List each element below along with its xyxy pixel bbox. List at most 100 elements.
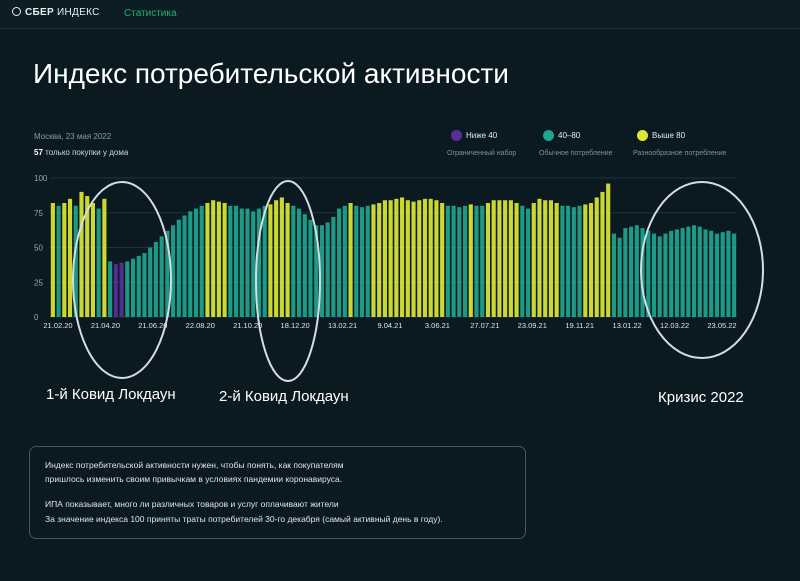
chart-bar — [554, 203, 559, 317]
chart-bar — [159, 236, 164, 317]
crisis-highlight — [640, 181, 764, 359]
chart-bar — [148, 247, 153, 317]
info-line-3: ИПА показывает, много ли различных товар… — [45, 499, 339, 509]
chart-bar — [222, 203, 227, 317]
chart-bar — [285, 203, 290, 317]
chart-bar — [445, 205, 450, 317]
x-tick-label: 23.05.22 — [707, 321, 736, 330]
chart-bar — [56, 205, 61, 317]
chart-bar — [674, 229, 679, 317]
legend-sub-high: Разнообразное потребление — [633, 150, 727, 157]
y-tick-label: 50 — [34, 244, 43, 253]
legend-sub-mid: Обычное потребление — [539, 150, 613, 157]
chart-bar — [90, 203, 95, 317]
chart-bar — [417, 200, 422, 317]
chart-bar — [302, 214, 307, 317]
chart-bar — [199, 205, 204, 317]
chart-bar — [566, 205, 571, 317]
chart-bar — [193, 208, 199, 317]
chart-bar — [119, 262, 124, 317]
chart-bar — [216, 201, 221, 317]
chart-bar — [394, 198, 399, 317]
x-tick-label: 21.10.20 — [233, 321, 262, 330]
chart-bar — [720, 232, 725, 317]
chart-bar — [508, 200, 513, 317]
chart-bar — [703, 229, 708, 317]
chart-bar — [571, 207, 576, 317]
chart-bar — [520, 205, 525, 317]
chart-bar — [102, 198, 107, 317]
current-index-description: только покупки у дома — [45, 148, 129, 157]
current-date: Москва, 23 мая 2022 — [34, 132, 112, 141]
chart-bar — [485, 203, 491, 317]
lockdown1-highlight — [72, 181, 172, 379]
y-tick-label: 100 — [34, 174, 48, 183]
y-tick-label: 25 — [34, 278, 43, 287]
chart-bar — [405, 200, 410, 317]
chart-bar — [359, 207, 365, 317]
sber-logo-icon — [12, 7, 21, 16]
chart-bar — [594, 197, 599, 317]
chart-bar — [262, 205, 267, 317]
chart-bar — [108, 261, 113, 317]
info-line-2: пришлось изменить своим привычкам в усло… — [45, 474, 343, 484]
chart-bar — [543, 200, 548, 317]
chart-bar — [503, 200, 508, 317]
chart-bar — [348, 203, 353, 317]
chart-bar — [371, 204, 376, 317]
nav-statistics-link[interactable]: Статистика — [124, 8, 177, 19]
chart-bar — [251, 211, 256, 317]
chart-bar — [62, 203, 67, 317]
chart-bar — [617, 237, 622, 317]
chart-bar — [176, 219, 181, 317]
chart-bar — [468, 204, 473, 317]
chart-bar — [325, 222, 330, 317]
chart-bar — [79, 191, 84, 317]
page-title: Индекс потребительской активности — [33, 58, 509, 89]
annotation-lockdown1: 1-й Ковид Локдаун — [46, 386, 176, 403]
legend-label-mid: 40–80 — [558, 131, 581, 140]
chart-bar — [560, 205, 565, 317]
chart-bar — [205, 203, 210, 317]
chart-bar — [474, 205, 479, 317]
x-tick-label: 19.11.21 — [565, 321, 594, 330]
chart-bar — [165, 230, 170, 317]
chart-bar — [651, 233, 657, 317]
chart-bar — [629, 226, 634, 317]
current-index-note: 57 только покупки у дома — [34, 148, 128, 157]
chart-bar — [548, 200, 553, 317]
chart-bar — [640, 228, 645, 317]
x-tick-label: 9.04.21 — [377, 321, 402, 330]
logo-light-text: ИНДЕКС — [57, 7, 100, 18]
chart-bar — [279, 197, 284, 317]
x-tick-label: 22.08.20 — [186, 321, 215, 330]
chart-bar — [657, 236, 662, 317]
chart-bar — [268, 204, 273, 317]
x-tick-label: 21.02.20 — [43, 321, 72, 330]
chart-bar — [256, 208, 262, 317]
chart-bars — [50, 183, 737, 317]
chart-bar — [411, 201, 416, 317]
chart-bar — [234, 205, 239, 317]
chart-bar — [337, 208, 342, 317]
chart-bar — [726, 230, 731, 317]
chart-bar — [245, 208, 250, 317]
chart-bar — [451, 205, 456, 317]
chart-bar — [709, 230, 714, 317]
x-tick-label: 18.12.20 — [281, 321, 310, 330]
chart-bar — [377, 203, 382, 317]
sber-index-logo[interactable]: СБЕР ИНДЕКС — [12, 7, 100, 18]
chart-bar — [457, 207, 462, 317]
chart-bar — [125, 261, 130, 317]
legend-sub-low: Ограниченный набор — [447, 150, 517, 157]
info-line-1: Индекс потребительской активности нужен,… — [45, 460, 344, 470]
chart-bar — [211, 200, 216, 317]
chart-bar — [525, 208, 531, 317]
chart-bar — [480, 205, 485, 317]
top-bar: СБЕР ИНДЕКС Статистика — [0, 0, 800, 29]
chart-bar — [669, 230, 674, 317]
current-index-value: 57 — [34, 148, 43, 157]
chart-bar — [440, 203, 445, 317]
chart-bar — [600, 191, 605, 317]
chart-bar — [577, 205, 582, 317]
